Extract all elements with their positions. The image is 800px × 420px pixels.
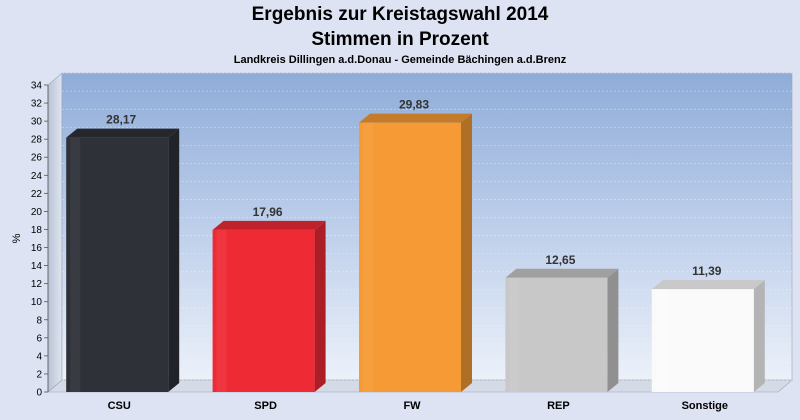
y-tick-label: 14 [31, 261, 43, 272]
chart-title-line2: Stimmen in Prozent [311, 29, 489, 50]
bar-highlight [70, 137, 81, 392]
chart-title: Ergebnis zur Kreistagswahl 2014 [251, 4, 549, 25]
bar [212, 229, 315, 392]
bar-top [212, 220, 326, 230]
bar-highlight [216, 229, 227, 392]
bar-highlight [363, 122, 373, 392]
data-label: 12,65 [545, 253, 575, 267]
y-tick-label: 34 [31, 81, 43, 92]
bar-top [651, 280, 765, 290]
bar [359, 122, 461, 392]
bar-side [168, 128, 180, 392]
bar-side [753, 280, 765, 392]
y-tick-label: 2 [36, 369, 42, 380]
y-tick-label: 8 [36, 315, 42, 326]
y-tick-label: 20 [31, 207, 43, 218]
chart-subtitle: Landkreis Dillingen a.d.Donau - Gemeinde… [233, 54, 567, 66]
bar-side [461, 113, 472, 392]
data-label: 29,83 [399, 98, 429, 112]
bar [505, 277, 608, 392]
bar-top [505, 268, 619, 278]
bar-highlight [655, 289, 666, 392]
y-tick-label: 10 [31, 297, 43, 308]
y-tick-label: 0 [36, 388, 42, 399]
bar-top [359, 113, 472, 123]
bar-top [66, 128, 180, 138]
y-tick-label: 26 [31, 153, 43, 164]
y-axis-label: % [11, 233, 23, 243]
bar-side [314, 220, 326, 392]
x-tick-label: SPD [254, 400, 277, 412]
data-label: 17,96 [253, 205, 283, 219]
y-tick-label: 28 [31, 135, 43, 146]
y-tick-label: 18 [31, 225, 43, 236]
data-label: 28,17 [106, 113, 136, 127]
x-tick-label: FW [403, 400, 421, 412]
x-tick-label: Sonstige [682, 400, 728, 412]
y-tick-label: 4 [36, 351, 42, 362]
data-label: 11,39 [692, 264, 722, 278]
y-tick-label: 12 [31, 279, 43, 290]
x-tick-label: REP [547, 400, 570, 412]
bar-side [607, 268, 619, 392]
bar [66, 137, 169, 392]
x-tick-label: CSU [108, 400, 131, 412]
y-tick-label: 24 [31, 171, 43, 182]
y-tick-label: 22 [31, 189, 43, 200]
y-tick-label: 6 [36, 333, 42, 344]
bar-highlight [509, 277, 520, 392]
y-tick-label: 32 [31, 99, 43, 110]
y-tick-label: 30 [31, 117, 43, 128]
bar [651, 289, 754, 392]
plot-side-wall [47, 72, 63, 393]
y-tick-label: 16 [31, 243, 43, 254]
